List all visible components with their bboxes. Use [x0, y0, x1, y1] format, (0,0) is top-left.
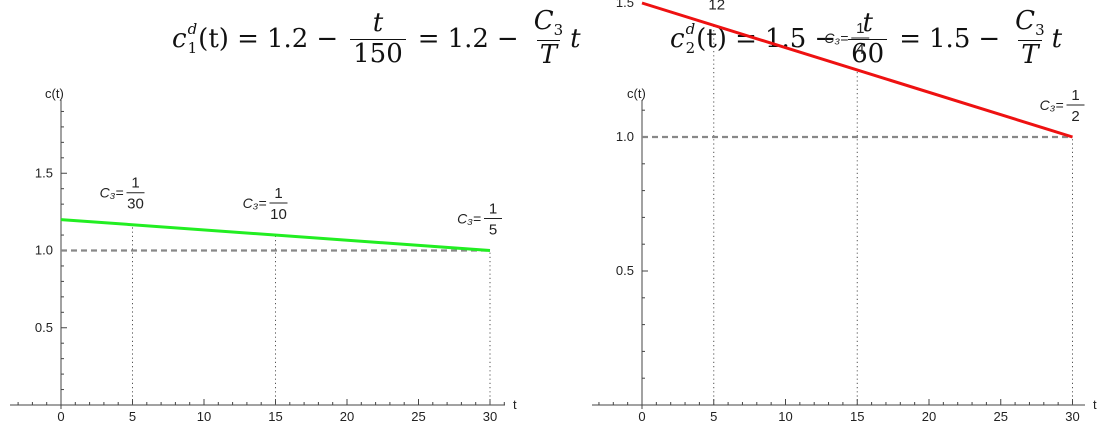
series-line [60, 218, 491, 252]
marker-frac-num: 1 [1071, 87, 1079, 104]
formula-tail: t [570, 24, 581, 54]
formula-fraction-2: C3 T [1012, 8, 1047, 69]
formula-minus-2: − [496, 24, 519, 54]
formula-frac1-den: 150 [350, 38, 406, 68]
formula-lhs-sub: 1 [187, 39, 198, 57]
marker-label-prefix: C₃= [100, 185, 124, 201]
formula-minus: − [814, 24, 837, 54]
x-tick-label: 20 [340, 409, 354, 424]
formula-frac1-num: t [862, 8, 873, 39]
marker-label-prefix: C₃= [243, 195, 267, 211]
x-tick-label: 30 [483, 409, 497, 424]
marker-label-prefix: C₃= [1040, 97, 1064, 113]
series-line [641, 1, 1073, 139]
x-tick-label: 25 [411, 409, 425, 424]
x-tick-label: 30 [1065, 409, 1079, 424]
x-tick-label: 20 [922, 409, 936, 424]
formula-frac2-num: C [1015, 6, 1036, 37]
x-tick-label: 5 [710, 409, 717, 424]
formula-lhs-arg: (t) = [198, 24, 259, 54]
x-tick-label: 15 [850, 409, 864, 424]
formula-fraction-1: t 60 [848, 8, 888, 68]
y-tick-label: 1.5 [616, 0, 634, 10]
formula-frac1-num: t [372, 8, 384, 39]
formula-const2: 1.5 [929, 24, 971, 54]
y-tick-label: 1.0 [616, 129, 634, 144]
formula-tail: t [1051, 24, 1063, 54]
formula-lhs-sup: d [685, 20, 696, 39]
formula-frac2-num-sub: 3 [553, 21, 564, 40]
marker-frac-num: 1 [856, 20, 864, 37]
marker-frac-den: 2 [1071, 108, 1079, 125]
formula-equals: = [899, 24, 922, 54]
formula-frac2-num: C [533, 6, 554, 37]
formula-const2: 1.2 [447, 24, 489, 54]
marker-label-prefix: C₃= [457, 211, 481, 227]
marker-frac-num: 1 [274, 185, 282, 202]
y-tick-label: 1.0 [35, 243, 53, 258]
formula-lhs-sup: d [187, 20, 198, 39]
x-tick-label: 10 [778, 409, 792, 424]
formula-minus: − [316, 24, 339, 54]
marker-frac-num: 1 [489, 201, 497, 218]
y-tick-label: 0.5 [616, 263, 634, 278]
formula-lhs-sub: 2 [685, 39, 696, 57]
formula-frac2-den: T [1018, 40, 1042, 69]
marker-label-prefix: C₃= [824, 30, 848, 46]
x-tick-label: 25 [994, 409, 1008, 424]
y-tick-label: 1.5 [35, 165, 53, 180]
y-axis-label: c(t) [45, 86, 64, 101]
y-tick-label: 0.5 [35, 320, 53, 335]
marker-frac-den: 4 [856, 41, 864, 58]
marker-frac-den: 12 [708, 0, 725, 13]
marker-frac-num: 1 [131, 175, 139, 192]
formula-lhs-base: c [172, 24, 187, 54]
x-tick-label: 0 [57, 409, 64, 424]
x-tick-label: 5 [129, 409, 136, 424]
x-tick-label: 15 [268, 409, 282, 424]
formula-const: 1.2 [266, 24, 309, 54]
formula-frac2-num-sub: 3 [1035, 21, 1045, 40]
x-axis-label: t [1093, 397, 1097, 412]
x-axis-label: t [513, 397, 517, 412]
x-tick-label: 0 [638, 409, 645, 424]
formula-equals: = [417, 24, 440, 54]
formula-fraction-1: t 150 [350, 8, 406, 68]
formula-lhs-base: c [670, 24, 685, 54]
formula-frac1-den: 60 [848, 38, 888, 68]
x-tick-label: 10 [197, 409, 211, 424]
marker-frac-den: 30 [127, 196, 144, 213]
y-axis-label: c(t) [627, 86, 646, 101]
marker-frac-den: 10 [270, 206, 287, 223]
formula-fraction-2: C3 T [531, 8, 566, 69]
formula-minus-2: − [978, 24, 1001, 54]
marker-frac-den: 5 [489, 222, 497, 239]
formula-frac2-den: T [536, 40, 561, 69]
marker-label-prefix: C₃= [681, 0, 705, 1]
